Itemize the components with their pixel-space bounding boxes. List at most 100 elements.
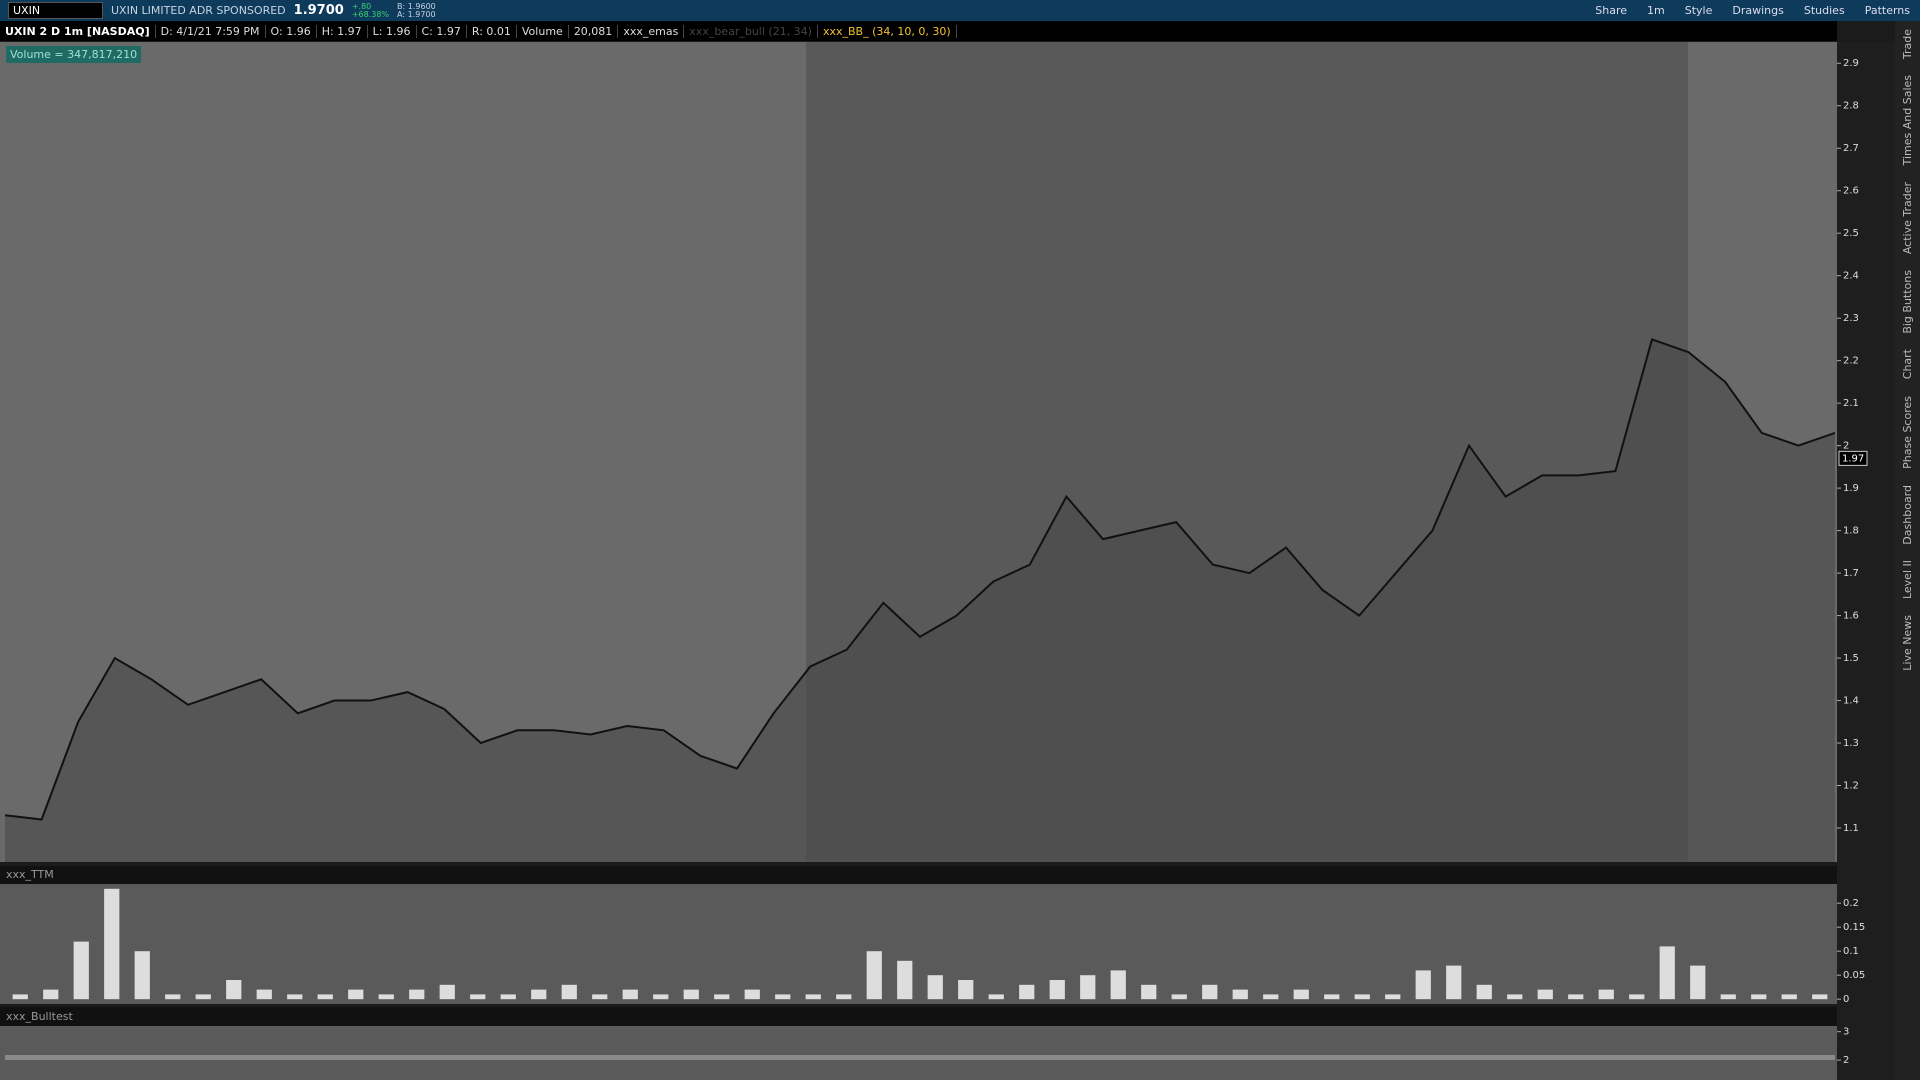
histogram-bar (683, 989, 699, 1000)
histogram-bar (1293, 989, 1309, 1000)
histogram-bar (1476, 984, 1492, 1000)
toolbar-button[interactable]: Patterns (1864, 4, 1910, 17)
last-price-tag (1838, 450, 1868, 466)
histogram-bar (1446, 965, 1462, 1000)
sidebar-tab[interactable]: Live News (1901, 615, 1914, 671)
histogram-bar (1720, 994, 1736, 1000)
histogram-bar (1110, 970, 1126, 1000)
histogram-bar (1263, 994, 1279, 1000)
histogram-bar (226, 980, 242, 1000)
histogram-bar (866, 951, 882, 1000)
pane-title: xxx_TTM (6, 868, 54, 881)
toolbar-button[interactable]: 1m (1647, 4, 1665, 17)
info-item: 20,081 (569, 24, 619, 38)
info-bar: UXIN 2 D 1m [NASDAQ] D: 4/1/21 7:59 PM O: … (0, 21, 1837, 41)
symbol-input[interactable]: UXIN (8, 2, 103, 19)
histogram-bar (1049, 980, 1065, 1000)
info-item: Volume (517, 24, 569, 38)
y-tick-label: 2.9 (1843, 58, 1859, 69)
histogram-bar (256, 989, 272, 1000)
histogram-bar (43, 989, 59, 1000)
info-item: D: 4/1/21 7:59 PM (156, 24, 266, 38)
change: +.80 +68.38% (351, 2, 390, 19)
histogram-bar (1019, 984, 1035, 1000)
y-tick-label: 0.05 (1843, 970, 1865, 981)
histogram-bar (165, 994, 181, 1000)
sidebar-tab[interactable]: Trade (1901, 29, 1914, 60)
info-item: C: 1.97 (417, 24, 467, 38)
toolbar-buttons: Share 1m Style Drawings Studies Patterns (1585, 4, 1920, 17)
y-tick-label: 2.7 (1843, 143, 1859, 154)
histogram-bar (1629, 994, 1645, 1000)
info-item: L: 1.96 (368, 24, 417, 38)
sidebar-tab[interactable]: Big Buttons (1901, 269, 1914, 334)
info-item: xxx_bear_bull (21, 34) (684, 24, 818, 38)
sidebar-tab[interactable]: Dashboard (1901, 484, 1914, 545)
histogram-bar (1415, 970, 1431, 1000)
y-tick-label: 2.1 (1843, 398, 1859, 409)
price-area (5, 339, 1835, 862)
histogram-bar (744, 989, 760, 1000)
histogram-bar (1537, 989, 1553, 1000)
histogram-bar (348, 989, 364, 1000)
histogram-bar (1324, 994, 1340, 1000)
histogram-bar (561, 984, 577, 1000)
y-tick-label: 2.3 (1843, 313, 1859, 324)
histogram-bar (409, 989, 425, 1000)
histogram-bar (1232, 989, 1248, 1000)
sidebar-tab[interactable]: Phase Scores (1901, 395, 1914, 469)
histogram-bar (775, 994, 791, 1000)
sidebar-tab[interactable]: Level II (1901, 560, 1914, 600)
histogram-bar (439, 984, 455, 1000)
sidebar-tab[interactable]: Times And Sales (1901, 75, 1914, 166)
bulltest-strip (5, 1055, 1835, 1060)
y-tick-label: 2.6 (1843, 186, 1859, 197)
description: UXIN LIMITED ADR SPONSORED (111, 4, 286, 17)
y-tick-label: 2 (1843, 1055, 1849, 1066)
info-item: R: 0.01 (467, 24, 517, 38)
sidebar-tab[interactable]: Active Trader (1901, 181, 1914, 254)
sidebar-tab[interactable]: Chart (1901, 349, 1914, 380)
histogram-bar (988, 994, 1004, 1000)
y-tick-label: 1.9 (1843, 483, 1859, 494)
toolbar-button[interactable]: Drawings (1732, 4, 1784, 17)
price-line (4, 338, 1836, 821)
toolbar-button[interactable]: Studies (1803, 4, 1845, 17)
last-price-label: 1.97 (1842, 453, 1864, 464)
toolbar-button[interactable]: Share (1595, 4, 1628, 17)
histogram-bar (12, 994, 28, 1000)
pane-header (0, 1007, 1837, 1026)
sidebar: Trade Times And Sales Active Trader Big But… (1895, 21, 1920, 1080)
change-pct: +68.38% (351, 9, 390, 19)
histogram-bar (1202, 984, 1218, 1000)
y-tick-label: 0.1 (1843, 946, 1859, 957)
y-tick-label: 1.3 (1843, 738, 1859, 749)
info-item: UXIN 2 D 1m [NASDAQ] (0, 24, 156, 38)
histogram-bar (73, 941, 89, 1000)
histogram-bar (958, 980, 974, 1000)
y-tick-label: 0.2 (1843, 898, 1859, 909)
histogram-bar (1141, 984, 1157, 1000)
histogram-bar (1354, 994, 1370, 1000)
ttm-bg (0, 884, 1837, 1004)
info-item: O: 1.96 (266, 24, 317, 38)
y-tick-label: 1.6 (1843, 611, 1859, 622)
y-tick-label: 2 (1843, 441, 1849, 452)
histogram-bar (531, 989, 547, 1000)
histogram-bar (1598, 989, 1614, 1000)
info-item: xxx_emas (618, 24, 685, 38)
histogram-bar (470, 994, 486, 1000)
y-tick-label: 1.1 (1843, 823, 1859, 834)
histogram-bar (653, 994, 669, 1000)
histogram-bar (1080, 975, 1096, 1000)
info-item: H: 1.97 (317, 24, 368, 38)
histogram-bar (1751, 994, 1767, 1000)
histogram-bar (1568, 994, 1584, 1000)
toolbar-button[interactable]: Style (1684, 4, 1713, 17)
y-tick-label: 2.5 (1843, 228, 1859, 239)
histogram-bar (1690, 965, 1706, 1000)
last-price: 1.9700 (293, 3, 344, 18)
histogram-bar (1507, 994, 1523, 1000)
